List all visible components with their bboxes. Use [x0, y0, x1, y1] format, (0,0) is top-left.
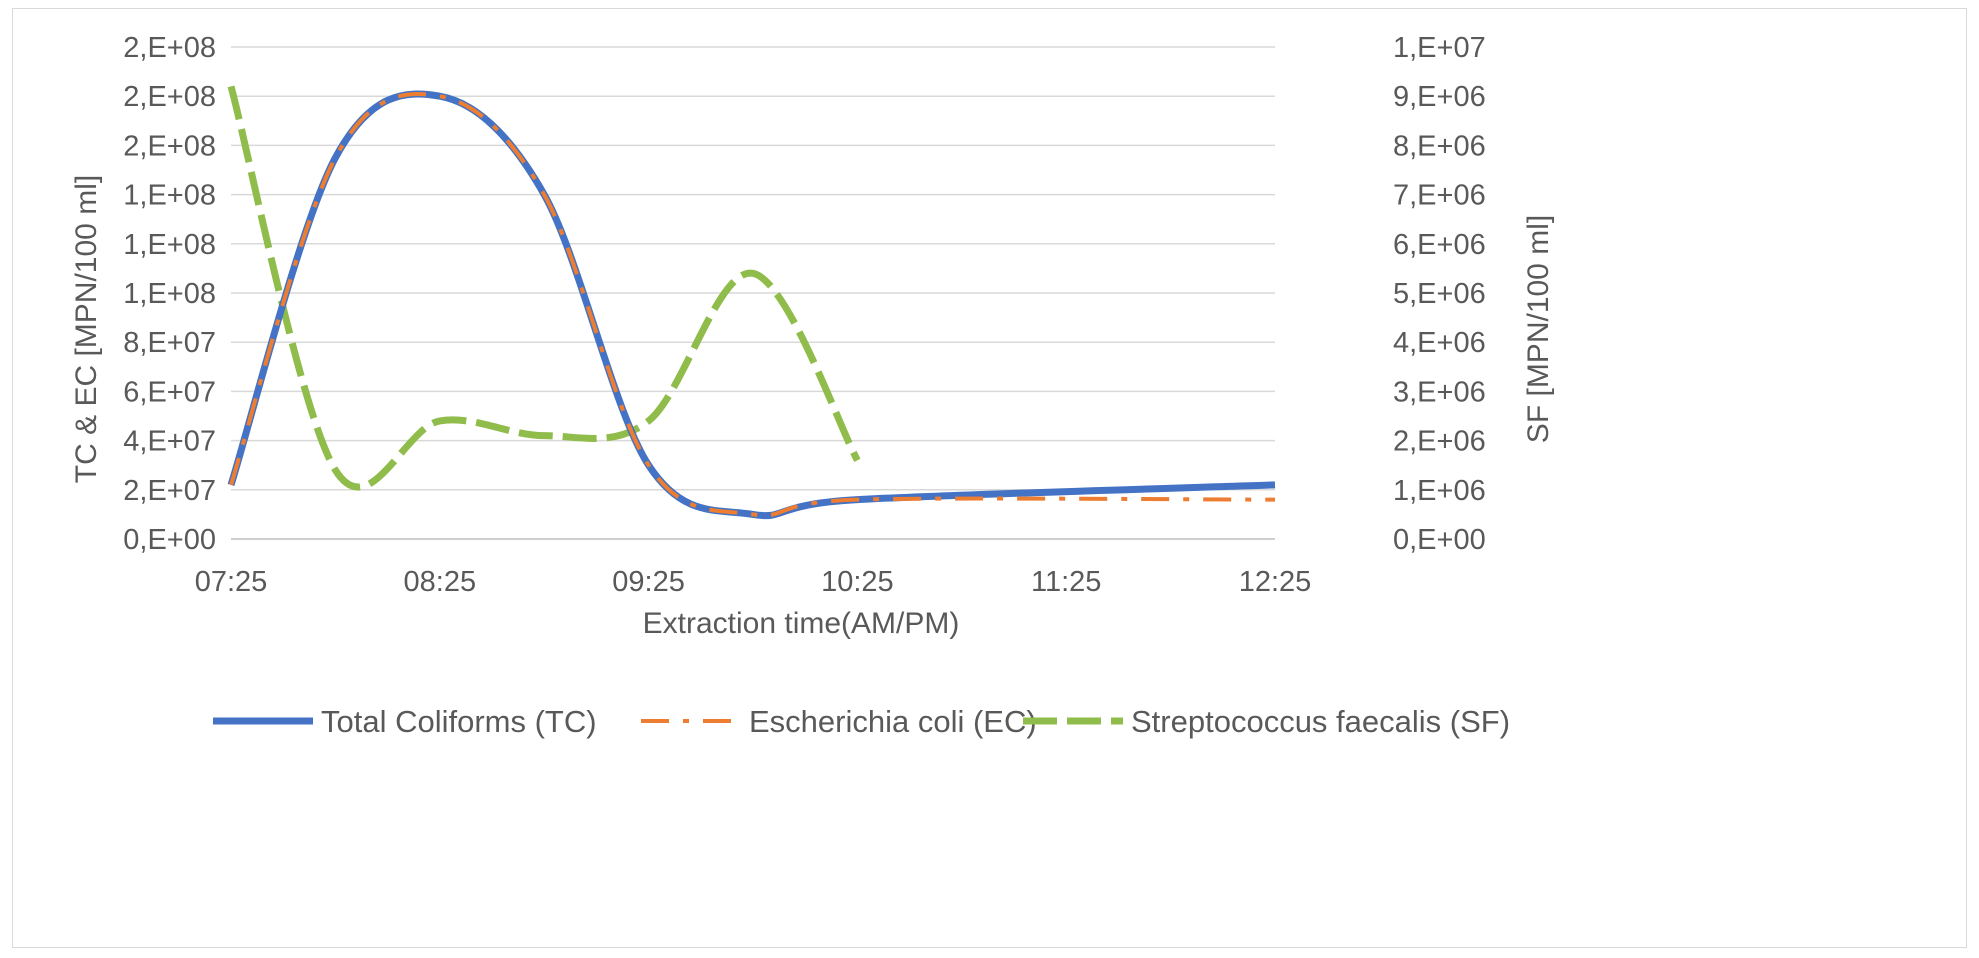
right-tick-label: 3,E+06	[1393, 376, 1486, 408]
x-axis-ticks: 07:25 08:25 09:25 10:25 11:25 12:25	[195, 566, 1312, 598]
x-tick-label: 10:25	[821, 566, 894, 598]
left-tick-label: 0,E+00	[123, 524, 216, 556]
x-tick-label: 12:25	[1239, 566, 1312, 598]
left-tick-label: 6,E+07	[123, 376, 216, 408]
right-tick-label: 8,E+06	[1393, 130, 1486, 162]
series-line-0	[227, 90, 1276, 520]
right-tick-label: 2,E+06	[1393, 426, 1486, 458]
series-line-2	[227, 85, 861, 491]
legend-label: Streptococcus faecalis (SF)	[1131, 704, 1510, 739]
left-tick-label: 2,E+08	[123, 32, 216, 64]
right-tick-label: 4,E+06	[1393, 327, 1486, 359]
right-tick-label: 6,E+06	[1393, 229, 1486, 261]
left-tick-label: 1,E+08	[123, 180, 216, 212]
x-tick-label: 11:25	[1031, 566, 1101, 598]
chart: 0,E+00 2,E+07 4,E+07 6,E+07 8,E+07 1,E+08 1,E+…	[70, 32, 1555, 739]
left-tick-label: 2,E+08	[123, 130, 216, 162]
chart-frame: 0,E+00 2,E+07 4,E+07 6,E+07 8,E+07 1,E+08 1,E+…	[12, 8, 1967, 948]
left-tick-label: 1,E+08	[123, 278, 216, 310]
legend-label: Total Coliforms (TC)	[321, 704, 597, 739]
x-tick-label: 08:25	[404, 566, 477, 598]
left-tick-label: 2,E+07	[123, 475, 216, 507]
left-tick-label: 2,E+08	[123, 81, 216, 113]
left-axis-ticks: 0,E+00 2,E+07 4,E+07 6,E+07 8,E+07 1,E+08 1,E+…	[123, 32, 216, 556]
series-line-1	[229, 92, 1276, 518]
left-axis-title: TC & EC [MPN/100 ml]	[70, 175, 103, 483]
right-axis-title: SF [MPN/100 ml]	[1522, 215, 1555, 443]
right-tick-label: 7,E+06	[1393, 180, 1486, 212]
x-tick-label: 07:25	[195, 566, 268, 598]
right-tick-label: 5,E+06	[1393, 278, 1486, 310]
gridlines	[231, 46, 1275, 540]
left-tick-label: 1,E+08	[123, 229, 216, 261]
right-axis-ticks: 0,E+00 1,E+06 2,E+06 3,E+06 4,E+06 5,E+06 6,E+…	[1393, 32, 1486, 556]
left-tick-label: 8,E+07	[123, 327, 216, 359]
series-lines	[227, 85, 1276, 520]
left-tick-label: 4,E+07	[123, 426, 216, 458]
right-tick-label: 0,E+00	[1393, 524, 1486, 556]
right-tick-label: 1,E+07	[1393, 32, 1486, 64]
legend-label: Escherichia coli (EC)	[749, 704, 1037, 739]
x-tick-label: 09:25	[612, 566, 685, 598]
x-axis-title: Extraction time(AM/PM)	[643, 607, 960, 640]
legend: Total Coliforms (TC) Escherichia coli (EC…	[213, 704, 1510, 739]
right-tick-label: 1,E+06	[1393, 475, 1486, 507]
right-tick-label: 9,E+06	[1393, 81, 1486, 113]
